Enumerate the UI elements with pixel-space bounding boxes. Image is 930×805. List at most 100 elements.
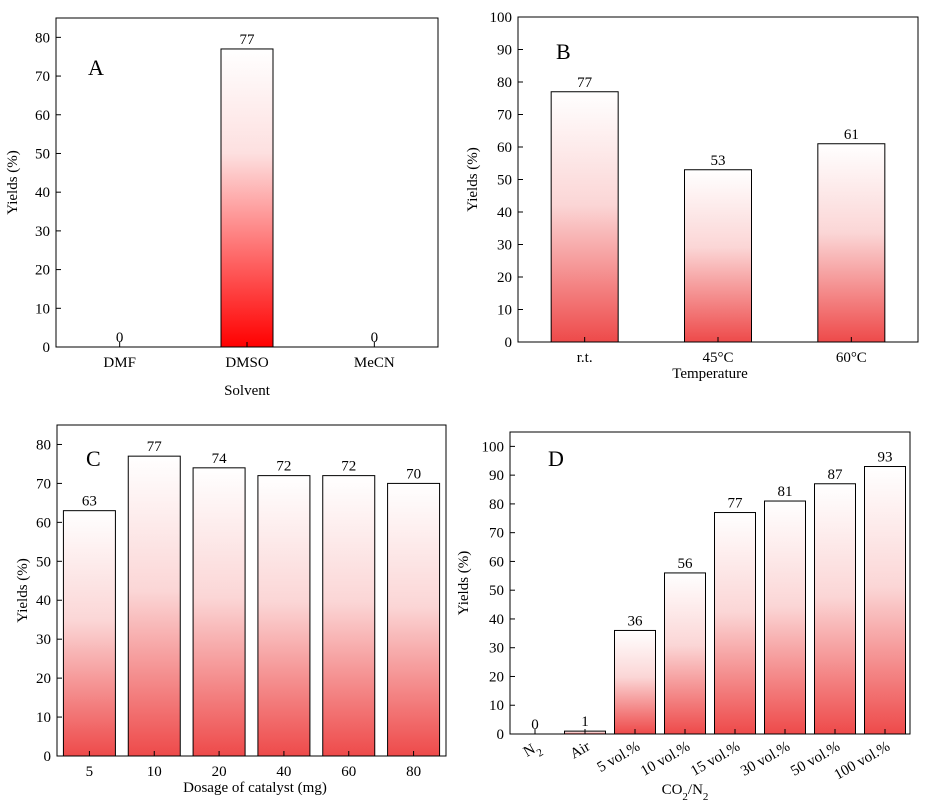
panel-label: B [556, 39, 571, 64]
y-tick-label: 30 [497, 238, 512, 254]
x-tick-label: 60 [341, 764, 356, 780]
data-label: 77 [147, 439, 163, 455]
data-label: 77 [240, 32, 256, 48]
bar-5-vol- [614, 629, 656, 735]
y-tick-label: 80 [489, 497, 504, 513]
plot-frame [509, 431, 911, 735]
data-label: 72 [341, 459, 356, 475]
x-tick-label: 80 [406, 764, 421, 780]
y-tick-label: 70 [36, 476, 51, 492]
y-tick-label: 70 [489, 526, 504, 542]
y-tick-label: 50 [35, 146, 50, 162]
data-label: 70 [406, 466, 421, 482]
x-tick-label: 15 vol.% [688, 739, 743, 780]
data-label: 36 [628, 613, 644, 629]
y-tick-label: 0 [505, 335, 513, 351]
y-tick-label: 20 [489, 669, 504, 685]
data-label: 77 [728, 496, 744, 512]
x-tick-label: 10 [147, 764, 162, 780]
data-label: 72 [276, 459, 291, 475]
panel-d: 0 1 36 56 77 81 87 93 0 10 20 30 40 50 60 70 80 90 100 N2 Ai… [456, 431, 911, 803]
bar-45-c [684, 169, 752, 343]
data-label: 0 [116, 330, 124, 346]
y-tick-label: 80 [35, 30, 50, 46]
x-tick-label: DMF [103, 355, 136, 371]
y-tick-label: 30 [489, 641, 504, 657]
y-tick-label: 20 [35, 263, 50, 279]
x-axis-label: CO2/N2 [662, 782, 709, 800]
y-tick-label: 40 [36, 593, 51, 609]
y-tick-label: 50 [36, 554, 51, 570]
bar-100-vol- [864, 466, 906, 735]
x-tick-label: 5 [86, 764, 94, 780]
data-label: 56 [678, 556, 694, 572]
x-tick-label: 10 vol.% [638, 739, 693, 780]
y-tick-label: 90 [489, 468, 504, 484]
y-tick-label: 10 [497, 303, 512, 319]
panel-a: 0 77 0 0 10 20 30 40 50 60 70 80 DMF DMSO MeCN Solvent Y… [5, 17, 439, 399]
x-tick-label: MeCN [354, 355, 395, 371]
data-label: 93 [878, 450, 893, 466]
y-tick-label: 0 [43, 340, 51, 356]
y-tick-label: 40 [35, 185, 50, 201]
data-label: 77 [577, 75, 593, 91]
x-tick-label: 60°C [836, 350, 867, 366]
bar-15-vol- [714, 512, 756, 735]
plot-frame [56, 424, 447, 757]
bar-40 [257, 475, 311, 757]
x-tick-label: 100 vol.% [832, 739, 893, 784]
y-tick-label: 20 [36, 671, 51, 687]
y-tick-label: 10 [489, 698, 504, 714]
y-axis-label: Yields (%) [5, 150, 21, 215]
y-tick-label: 80 [497, 75, 512, 91]
y-tick-label: 40 [489, 612, 504, 628]
x-tick-label: 30 vol.% [738, 739, 793, 780]
y-axis-label: Yields (%) [15, 558, 31, 623]
y-tick-label: 50 [497, 173, 512, 189]
x-axis-label: Temperature [672, 366, 748, 382]
y-tick-label: 60 [36, 515, 51, 531]
bar-60 [322, 475, 376, 757]
y-tick-label: 40 [497, 205, 512, 221]
bar-50-vol- [814, 483, 856, 735]
bar-r-t- [550, 91, 619, 343]
x-tick-label: Air [568, 739, 593, 763]
bar-20 [192, 467, 246, 757]
data-label: 0 [531, 717, 539, 733]
y-tick-label: 60 [497, 140, 512, 156]
panel-c: 63 77 74 72 72 70 0 10 20 30 40 50 60 70 80 5 10 20 40 60 80… [15, 424, 447, 796]
x-axis-label: Solvent [224, 383, 271, 399]
y-tick-label: 70 [497, 108, 512, 124]
x-tick-label: N2 [521, 739, 546, 765]
bar-10 [127, 455, 181, 757]
bar-10-vol- [664, 572, 706, 735]
y-axis-label: Yields (%) [465, 147, 481, 212]
bar-60-c [817, 143, 886, 343]
y-tick-label: 60 [35, 108, 50, 124]
panel-label: C [86, 446, 101, 471]
y-tick-label: 80 [36, 437, 51, 453]
y-tick-label: 10 [36, 710, 51, 726]
y-tick-label: 100 [490, 10, 513, 26]
y-tick-label: 20 [497, 270, 512, 286]
y-tick-label: 30 [35, 224, 50, 240]
panel-label: A [88, 55, 104, 80]
y-axis-label: Yields (%) [456, 551, 472, 616]
data-label: 63 [82, 494, 97, 510]
x-tick-label: 5 vol.% [595, 739, 643, 776]
x-tick-label: DMSO [225, 355, 269, 371]
x-tick-label: 45°C [702, 350, 733, 366]
x-tick-label: 40 [276, 764, 291, 780]
data-label: 81 [778, 484, 793, 500]
y-tick-label: 0 [44, 749, 52, 765]
y-tick-label: 70 [35, 69, 50, 85]
data-label: 53 [711, 153, 726, 169]
y-tick-label: 30 [36, 632, 51, 648]
bar-30-vol- [764, 500, 806, 735]
bar-80 [387, 482, 441, 757]
y-tick-label: 100 [482, 439, 505, 455]
data-label: 61 [844, 127, 859, 143]
panel-label: D [548, 446, 564, 471]
